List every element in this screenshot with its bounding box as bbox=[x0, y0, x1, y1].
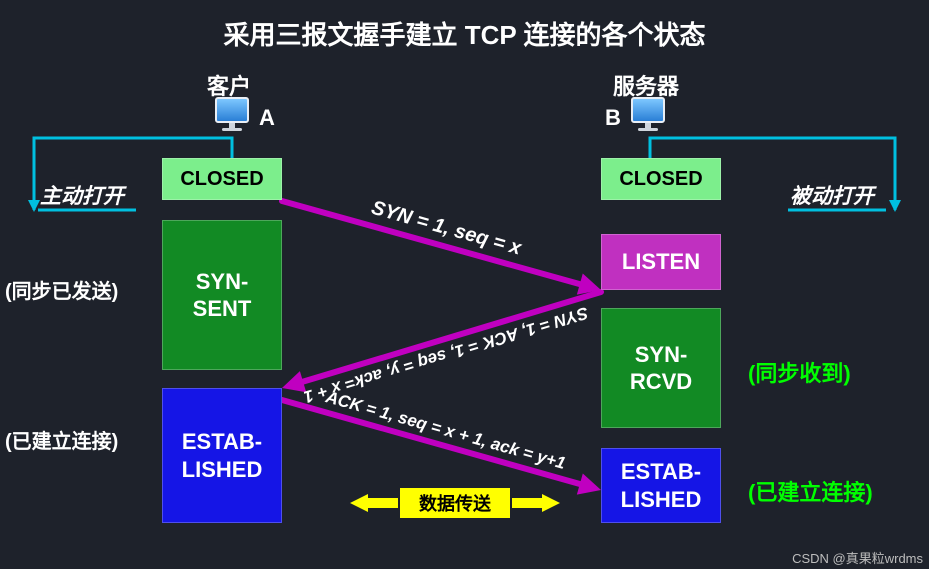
client-role-label: 客户 bbox=[207, 69, 251, 101]
diagram-title: 采用三报文握手建立 TCP 连接的各个状态 bbox=[0, 15, 929, 52]
svg-text:被动打开: 被动打开 bbox=[790, 184, 877, 208]
server-monitor-icon bbox=[631, 97, 665, 131]
client-endpoint-letter: A bbox=[259, 105, 275, 131]
server-endpoint-letter: B bbox=[605, 105, 621, 131]
state-client-established: ESTAB-LISHED bbox=[162, 388, 282, 523]
server-role-label: 服务器 bbox=[613, 69, 679, 101]
state-server-established: ESTAB-LISHED bbox=[601, 448, 721, 523]
state-client-closed: CLOSED bbox=[162, 158, 282, 200]
client-monitor-icon bbox=[215, 97, 249, 131]
svg-text:主动打开: 主动打开 bbox=[40, 184, 127, 208]
state-client-syn-sent: SYN-SENT bbox=[162, 220, 282, 370]
svg-text:SYN = 1, seq = x: SYN = 1, seq = x bbox=[369, 197, 525, 260]
svg-text:ACK = 1, seq = x + 1, ack = y+: ACK = 1, seq = x + 1, ack = y+1 bbox=[323, 387, 568, 473]
state-server-listen: LISTEN bbox=[601, 234, 721, 290]
svg-text:SYN = 1, ACK = 1, seq = y, ack: SYN = 1, ACK = 1, seq = y, ack= x + 1 bbox=[302, 303, 591, 406]
state-desc: (同步收到) bbox=[748, 356, 851, 388]
state-server-syn-rcvd: SYN-RCVD bbox=[601, 308, 721, 428]
state-desc: (已建立连接) bbox=[748, 475, 873, 507]
watermark: CSDN @真果粒wrdms bbox=[792, 548, 923, 567]
data-transfer-label: 数据传送 bbox=[419, 490, 491, 516]
state-desc: (已建立连接) bbox=[5, 425, 118, 454]
state-server-closed: CLOSED bbox=[601, 158, 721, 200]
state-desc: (同步已发送) bbox=[5, 275, 118, 304]
data-transfer-box: 数据传送 bbox=[400, 488, 510, 518]
